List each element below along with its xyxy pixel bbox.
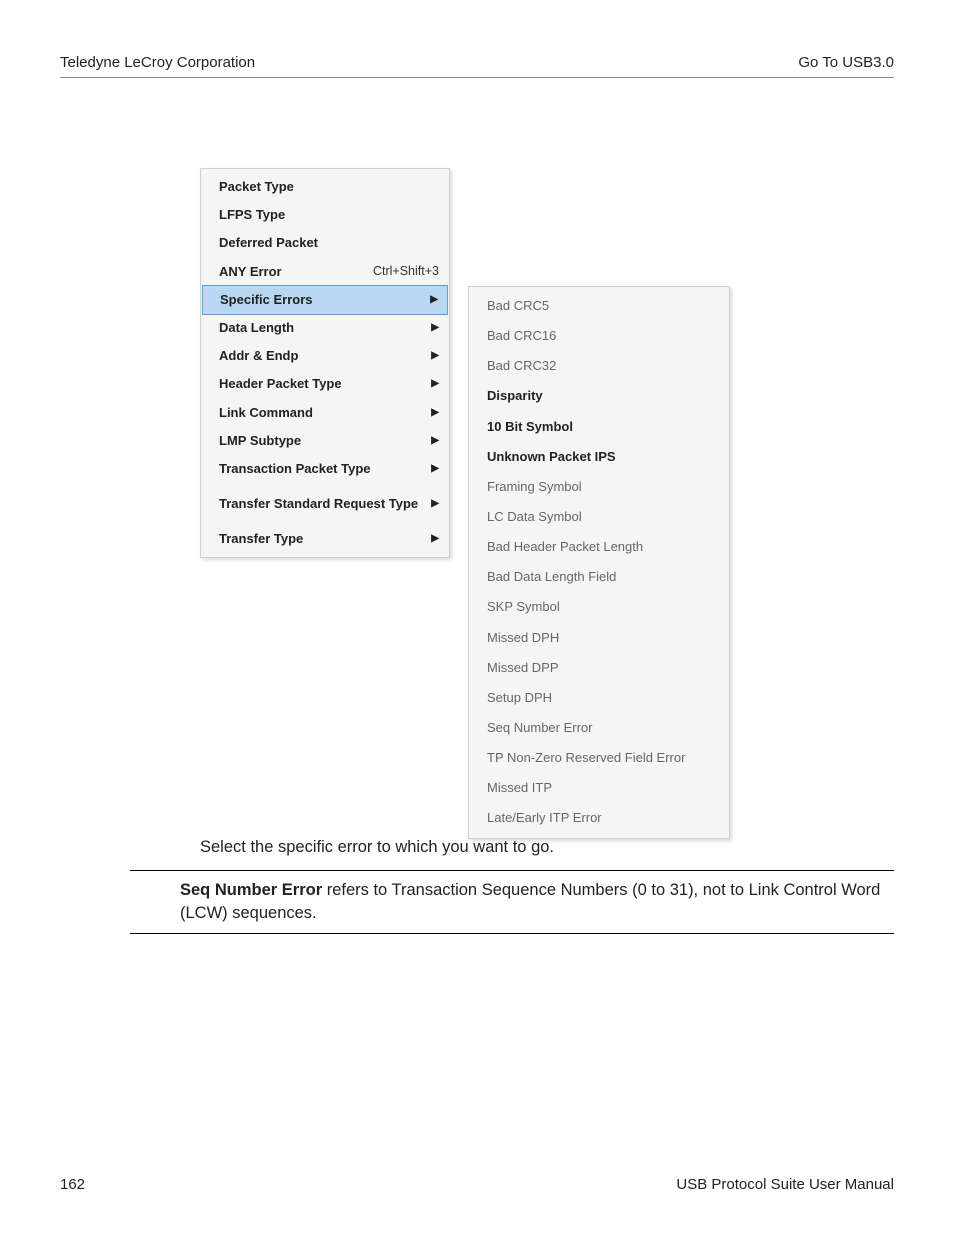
menu-item[interactable]: Packet Type [201, 173, 449, 201]
menu-item-label: Header Packet Type [219, 375, 421, 393]
submenu-arrow-icon: ▶ [431, 532, 439, 546]
context-menu-submenu: Bad CRC5Bad CRC16Bad CRC32Disparity10 Bi… [468, 286, 730, 839]
submenu-arrow-icon: ▶ [431, 349, 439, 363]
submenu-item[interactable]: Late/Early ITP Error [469, 803, 729, 833]
note-bold: Seq Number Error [180, 881, 322, 899]
document-page: Teledyne LeCroy Corporation Go To USB3.0… [0, 0, 954, 1235]
submenu-arrow-icon: ▶ [431, 462, 439, 476]
submenu-item[interactable]: 10 Bit Symbol [469, 412, 729, 442]
menu-item[interactable]: Specific Errors ▶ [202, 285, 448, 315]
footer-title: USB Protocol Suite User Manual [676, 1176, 894, 1193]
context-menu-primary: Packet Type LFPS Type Deferred Packet ANY E… [200, 168, 450, 558]
menu-item[interactable]: LMP Subtype ▶ [201, 427, 449, 455]
menu-item-label: LMP Subtype [219, 432, 421, 450]
menu-item-label: Transaction Packet Type [219, 460, 421, 478]
submenu-item[interactable]: SKP Symbol [469, 592, 729, 622]
header-left: Teledyne LeCroy Corporation [60, 54, 255, 71]
menu-item[interactable]: Deferred Packet [201, 229, 449, 257]
page-header: Teledyne LeCroy Corporation Go To USB3.0 [60, 54, 894, 78]
submenu-item[interactable]: Framing Symbol [469, 472, 729, 502]
note-block: Seq Number Error refers to Transaction S… [130, 870, 894, 934]
menu-item[interactable]: Data Length ▶ [201, 314, 449, 342]
menu-item[interactable]: Link Command ▶ [201, 399, 449, 427]
menu-item-label: ANY Error [219, 263, 361, 281]
menu-item-label: Addr & Endp [219, 347, 421, 365]
submenu-item[interactable]: Missed DPH [469, 623, 729, 653]
submenu-item[interactable]: Missed ITP [469, 773, 729, 803]
menu-item[interactable]: Header Packet Type ▶ [201, 370, 449, 398]
menu-item[interactable]: Transaction Packet Type ▶ [201, 455, 449, 483]
menu-item-label: Data Length [219, 319, 421, 337]
menu-item-label: Link Command [219, 404, 421, 422]
page-footer: 162 USB Protocol Suite User Manual [60, 1176, 894, 1193]
menus-area: Packet Type LFPS Type Deferred Packet ANY E… [200, 168, 894, 808]
submenu-item[interactable]: Bad CRC32 [469, 351, 729, 381]
submenu-arrow-icon: ▶ [431, 377, 439, 391]
instruction-text: Select the specific error to which you w… [200, 836, 894, 859]
submenu-item[interactable]: Unknown Packet IPS [469, 442, 729, 472]
submenu-item[interactable]: Bad CRC5 [469, 291, 729, 321]
submenu-item[interactable]: Bad Data Length Field [469, 562, 729, 592]
submenu-item[interactable]: TP Non-Zero Reserved Field Error [469, 743, 729, 773]
submenu-arrow-icon: ▶ [431, 434, 439, 448]
submenu-arrow-icon: ▶ [431, 497, 439, 511]
submenu-item[interactable]: Disparity [469, 381, 729, 411]
submenu-item[interactable]: Setup DPH [469, 683, 729, 713]
menu-item-shortcut: Ctrl+Shift+3 [373, 263, 439, 281]
menu-item[interactable]: LFPS Type [201, 201, 449, 229]
menu-item[interactable]: Addr & Endp ▶ [201, 342, 449, 370]
page-number: 162 [60, 1176, 85, 1193]
submenu-arrow-icon: ▶ [430, 293, 438, 307]
menu-item-label: Packet Type [219, 178, 439, 196]
submenu-item[interactable]: Bad CRC16 [469, 321, 729, 351]
submenu-item[interactable]: Bad Header Packet Length [469, 532, 729, 562]
menu-item-label: Deferred Packet [219, 234, 439, 252]
submenu-arrow-icon: ▶ [431, 321, 439, 335]
submenu-arrow-icon: ▶ [431, 406, 439, 420]
submenu-item[interactable]: Missed DPP [469, 653, 729, 683]
menu-item-label: Transfer Standard Request Type [219, 495, 421, 513]
menu-item-label: Specific Errors [220, 291, 420, 309]
menu-item-label: Transfer Type [219, 530, 421, 548]
submenu-item[interactable]: LC Data Symbol [469, 502, 729, 532]
submenu-item[interactable]: Seq Number Error [469, 713, 729, 743]
header-right: Go To USB3.0 [798, 54, 894, 71]
menu-item[interactable]: ANY Error Ctrl+Shift+3 [201, 258, 449, 286]
menu-item[interactable]: Transfer Standard Request Type ▶ [201, 483, 449, 525]
menu-item[interactable]: Transfer Type ▶ [201, 525, 449, 553]
menu-item-label: LFPS Type [219, 206, 439, 224]
